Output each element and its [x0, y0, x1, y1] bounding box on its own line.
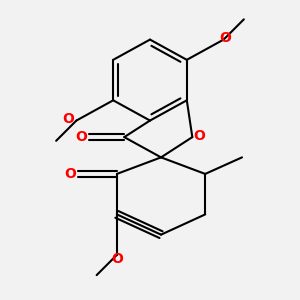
Text: O: O [62, 112, 74, 126]
Text: O: O [111, 252, 123, 266]
Text: O: O [64, 167, 76, 181]
Text: O: O [220, 31, 231, 45]
Text: O: O [193, 129, 205, 143]
Text: O: O [75, 130, 87, 144]
